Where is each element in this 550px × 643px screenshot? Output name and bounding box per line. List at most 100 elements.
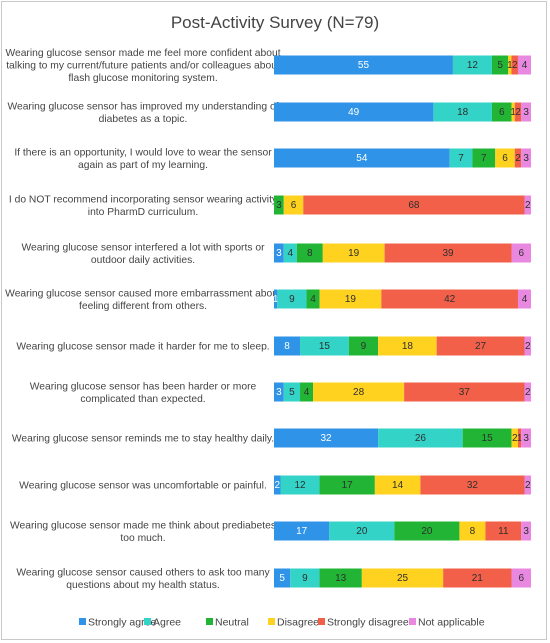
data-label: 2 bbox=[274, 480, 280, 491]
bar-segment bbox=[274, 568, 291, 588]
category-label: Wearing glucose sensor reminds me to sta… bbox=[12, 434, 274, 445]
category-labels: Wearing glucose sensor made me feel more… bbox=[5, 48, 281, 591]
bar-segment bbox=[514, 148, 522, 168]
category-label: If there is an opportunity, I would love… bbox=[14, 147, 272, 158]
bar-segment bbox=[517, 55, 531, 75]
data-label: 2 bbox=[525, 387, 531, 398]
data-label: 15 bbox=[319, 341, 331, 352]
bar-segment bbox=[511, 102, 515, 122]
bar-segment bbox=[303, 195, 525, 215]
bar-segment bbox=[381, 289, 518, 309]
data-label: 55 bbox=[358, 60, 370, 71]
bar-segment bbox=[313, 382, 405, 402]
bar-segment bbox=[521, 521, 531, 541]
data-label: 8 bbox=[307, 248, 313, 259]
bar-segment bbox=[283, 195, 304, 215]
bar-segment bbox=[274, 475, 281, 495]
data-label: 2 bbox=[515, 107, 521, 118]
bar-segment bbox=[511, 55, 518, 75]
category-label: questions about my health status. bbox=[66, 580, 219, 591]
category-label: Wearing glucose sensor made me feel more… bbox=[5, 48, 280, 59]
data-label: 26 bbox=[415, 433, 427, 444]
data-label: 4 bbox=[304, 387, 310, 398]
legend-swatch bbox=[409, 618, 416, 625]
data-label: 17 bbox=[296, 526, 308, 537]
bar-segment bbox=[443, 568, 512, 588]
bar-segment bbox=[511, 243, 531, 263]
bar-segment bbox=[462, 428, 512, 448]
data-label: 37 bbox=[459, 387, 471, 398]
data-label: 14 bbox=[392, 480, 404, 491]
data-label: 1 bbox=[517, 433, 523, 444]
data-label: 9 bbox=[302, 573, 308, 584]
data-label: 7 bbox=[458, 153, 464, 164]
data-label: 32 bbox=[467, 480, 479, 491]
legend-swatch bbox=[79, 618, 86, 625]
legend-label: Not applicable bbox=[418, 617, 485, 629]
bar-segment bbox=[491, 55, 509, 75]
data-label: 39 bbox=[442, 248, 454, 259]
data-label: 6 bbox=[499, 107, 505, 118]
data-label: 28 bbox=[353, 387, 365, 398]
data-label: 4 bbox=[522, 60, 528, 71]
data-label: 21 bbox=[472, 573, 484, 584]
bar-segment bbox=[274, 336, 301, 356]
bar-segment bbox=[290, 568, 320, 588]
bar-segment bbox=[472, 148, 496, 168]
bar-segment bbox=[521, 428, 531, 448]
data-label: 6 bbox=[291, 200, 297, 211]
data-label: 3 bbox=[276, 200, 282, 211]
data-label: 20 bbox=[421, 526, 433, 537]
data-label: 25 bbox=[397, 573, 409, 584]
data-label: 3 bbox=[523, 526, 529, 537]
data-label: 12 bbox=[467, 60, 479, 71]
category-label: flash glucose monitoring system. bbox=[68, 73, 217, 84]
bar-segment bbox=[394, 521, 460, 541]
bar-segment bbox=[319, 568, 362, 588]
data-label: 3 bbox=[276, 248, 282, 259]
bar-segment bbox=[404, 382, 525, 402]
data-label: 32 bbox=[320, 433, 332, 444]
category-label: feeling different from others. bbox=[79, 301, 207, 312]
data-label: 8 bbox=[284, 341, 290, 352]
bar-segment bbox=[459, 521, 486, 541]
bar-segment bbox=[521, 148, 531, 168]
bar-segment bbox=[283, 243, 297, 263]
bar-segment bbox=[277, 289, 307, 309]
bar-segment bbox=[491, 102, 512, 122]
category-label: Wearing glucose sensor made me think abo… bbox=[10, 520, 276, 531]
data-label: 1 bbox=[510, 107, 516, 118]
bar-segment bbox=[274, 382, 284, 402]
data-label: 5 bbox=[279, 573, 285, 584]
data-label: 68 bbox=[408, 200, 420, 211]
bar-segment bbox=[420, 475, 525, 495]
data-label: 4 bbox=[310, 294, 316, 305]
bar-segment bbox=[274, 102, 434, 122]
legend-swatch bbox=[144, 618, 151, 625]
bar-segment bbox=[485, 521, 522, 541]
data-label: 17 bbox=[342, 480, 354, 491]
bar-segment bbox=[374, 475, 421, 495]
bar-segment bbox=[274, 55, 453, 75]
data-label: 19 bbox=[345, 294, 357, 305]
bar-segment bbox=[517, 428, 522, 448]
bar-segment bbox=[495, 148, 515, 168]
bar-segment bbox=[511, 428, 518, 448]
bar-segment bbox=[384, 243, 512, 263]
bar-segment bbox=[274, 148, 450, 168]
bar-segment bbox=[319, 475, 375, 495]
data-label: 8 bbox=[470, 526, 476, 537]
data-label: 2 bbox=[525, 200, 531, 211]
legend-label: Neutral bbox=[215, 617, 249, 629]
legend-label: Strongly agree bbox=[88, 617, 156, 629]
bar-segment bbox=[274, 428, 379, 448]
bar-area: 55 12 5 1 2 449 18 6 1 2 354 7 7 6 2 33 6 68 23 4 8 19 39 61 9 4 1… bbox=[273, 55, 531, 588]
data-label: 2 bbox=[525, 480, 531, 491]
bar-segment bbox=[517, 289, 531, 309]
legend-label: Strongly disagree bbox=[327, 617, 409, 629]
chart-title: Post-Activity Survey (N=79) bbox=[171, 13, 379, 32]
bar-segment bbox=[378, 336, 437, 356]
bar-segment bbox=[436, 336, 525, 356]
data-label: 15 bbox=[482, 433, 494, 444]
